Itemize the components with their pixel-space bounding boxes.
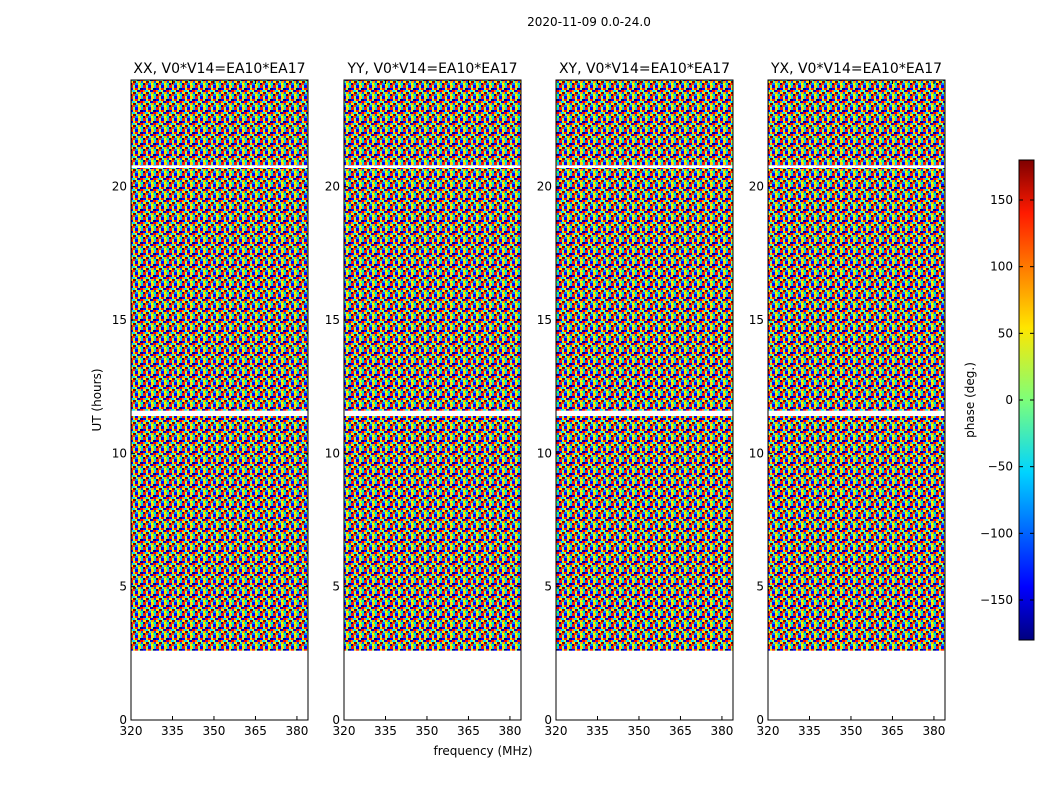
- phase-data-block: [131, 80, 308, 166]
- y-tick-label: 10: [325, 446, 340, 460]
- phase-data-block: [768, 168, 945, 411]
- x-tick-label: 380: [498, 724, 521, 738]
- x-tick-label: 365: [669, 724, 692, 738]
- y-tick-label: 5: [756, 580, 764, 594]
- plot-frame: [130, 79, 309, 721]
- colorbar-tick-label: 100: [990, 260, 1013, 274]
- y-tick-label: 5: [544, 580, 552, 594]
- plot-frame: [555, 79, 734, 721]
- phase-data-block: [556, 168, 733, 411]
- panel-title: XX, V0*V14=EA10*EA17: [133, 61, 305, 77]
- x-tick-label: 365: [244, 724, 267, 738]
- phase-data-block: [344, 416, 521, 651]
- colorbar-tick-label: −150: [980, 593, 1013, 607]
- phase-data-block: [768, 416, 945, 651]
- phase-data-block: [768, 80, 945, 166]
- x-tick-label: 335: [161, 724, 184, 738]
- y-tick-label: 0: [756, 713, 764, 727]
- y-tick-label: 15: [537, 313, 552, 327]
- y-tick-label: 20: [325, 180, 340, 194]
- plot-frame: [767, 79, 946, 721]
- y-tick-label: 20: [749, 180, 764, 194]
- panel-3: XY, V0*V14=EA10*EA17 320 335 350 365 380 0 5 10 1…: [537, 61, 734, 738]
- x-tick-label: 350: [203, 724, 226, 738]
- phase-data-block: [556, 416, 733, 651]
- panel-1: XX, V0*V14=EA10*EA17 320 335 350 365 380 0 5 10 1…: [112, 61, 309, 738]
- x-axis-label: frequency (MHz): [433, 744, 532, 758]
- x-tick-label: 350: [840, 724, 863, 738]
- x-tick-label: 320: [333, 724, 356, 738]
- x-tick-label: 380: [710, 724, 733, 738]
- x-tick-label: 335: [374, 724, 397, 738]
- y-tick-label: 0: [332, 713, 340, 727]
- x-tick-label: 365: [881, 724, 904, 738]
- panel-title: YY, V0*V14=EA10*EA17: [346, 61, 517, 77]
- panel-title: XY, V0*V14=EA10*EA17: [559, 61, 730, 77]
- y-tick-label: 20: [112, 180, 127, 194]
- colorbar-tick-label: −100: [980, 526, 1013, 540]
- y-axis-label: UT (hours): [90, 368, 104, 431]
- colorbar-tick-label: −50: [988, 460, 1013, 474]
- colorbar-label: phase (deg.): [963, 362, 977, 438]
- colorbar-tick-label: 150: [990, 193, 1013, 207]
- panels: XX, V0*V14=EA10*EA17 320 335 350 365 380 0 5 10 1…: [112, 61, 946, 738]
- y-tick-label: 0: [119, 713, 127, 727]
- y-tick-label: 15: [749, 313, 764, 327]
- x-tick-label: 320: [120, 724, 143, 738]
- colorbar-tick-label: 0: [1005, 393, 1013, 407]
- y-tick-label: 10: [537, 446, 552, 460]
- colorbar-tick-label: 50: [998, 326, 1013, 340]
- colorbar: 150 100 50 0 −50 −100 −150 phase (deg.): [963, 159, 1035, 641]
- x-tick-label: 335: [798, 724, 821, 738]
- y-tick-label: 10: [749, 446, 764, 460]
- x-tick-label: 335: [586, 724, 609, 738]
- panel-title: YX, V0*V14=EA10*EA17: [770, 61, 942, 77]
- x-tick-label: 380: [922, 724, 945, 738]
- x-tick-label: 320: [757, 724, 780, 738]
- phase-data-block: [556, 80, 733, 166]
- y-tick-label: 10: [112, 446, 127, 460]
- y-tick-label: 15: [112, 313, 127, 327]
- y-tick-label: 5: [119, 580, 127, 594]
- y-tick-label: 5: [332, 580, 340, 594]
- y-tick-label: 15: [325, 313, 340, 327]
- y-tick-label: 20: [537, 180, 552, 194]
- panel-2: YY, V0*V14=EA10*EA17 320 335 350 365 380 0 5 10 1…: [325, 61, 522, 738]
- phase-data-block: [344, 80, 521, 166]
- colorbar-ticks: 150 100 50 0 −50 −100 −150: [980, 193, 1034, 607]
- phase-data-block: [131, 416, 308, 651]
- x-tick-label: 380: [285, 724, 308, 738]
- figure-suptitle: 2020-11-09 0.0-24.0: [527, 15, 651, 29]
- x-tick-label: 365: [457, 724, 480, 738]
- phase-data-block: [131, 168, 308, 411]
- x-tick-label: 350: [628, 724, 651, 738]
- plot-frame: [343, 79, 522, 721]
- x-tick-label: 350: [416, 724, 439, 738]
- phase-data-block: [344, 168, 521, 411]
- x-tick-label: 320: [545, 724, 568, 738]
- y-tick-label: 0: [544, 713, 552, 727]
- panel-4: YX, V0*V14=EA10*EA17 320 335 350 365 380 0 5 10 1…: [749, 61, 946, 738]
